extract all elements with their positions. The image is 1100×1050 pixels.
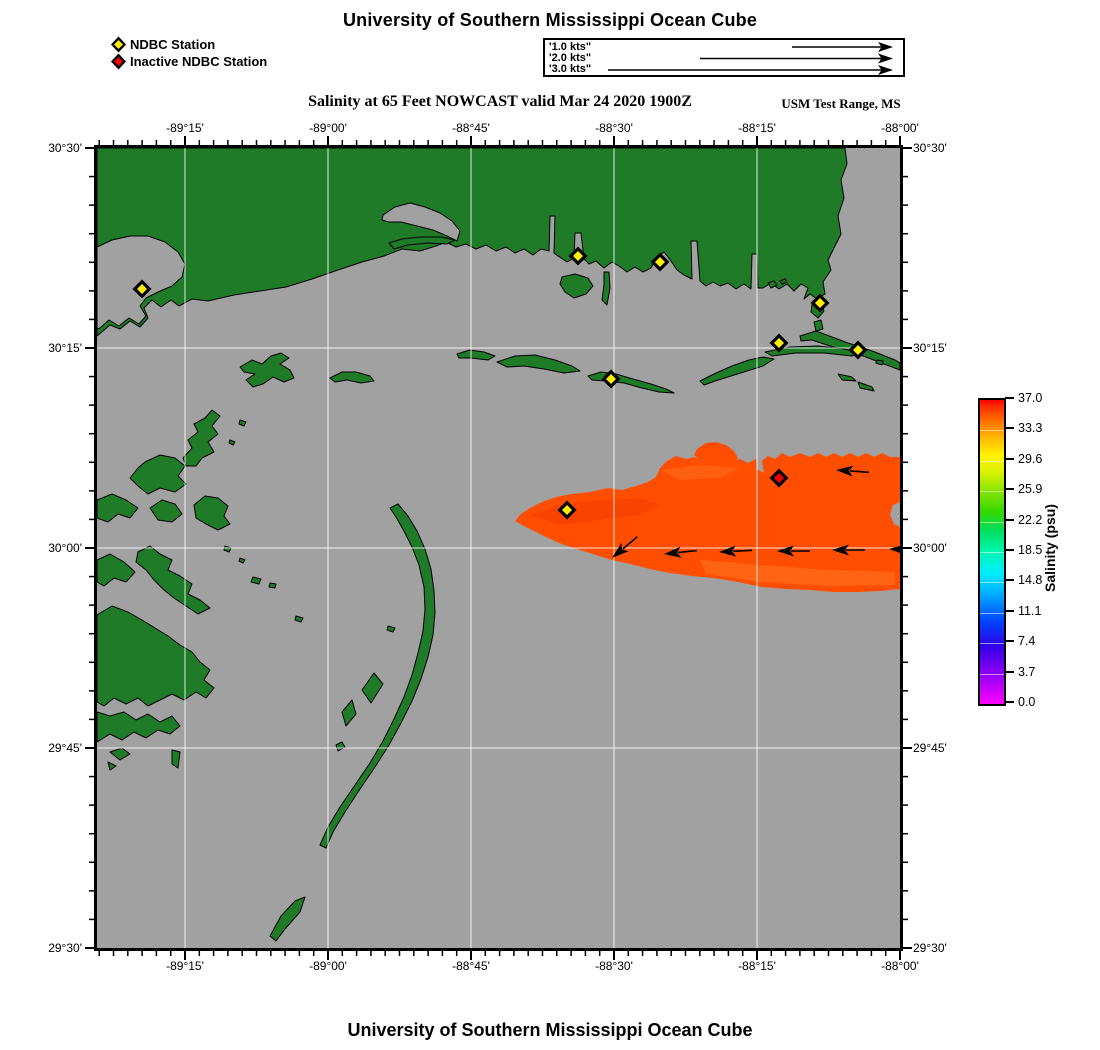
plot-subtitle: Salinity at 65 Feet NOWCAST valid Mar 24… [308, 93, 692, 110]
colorbar-tick [1005, 397, 1014, 399]
colorbar-tick [1005, 701, 1014, 703]
colorbar-tick-label: 18.5 [1018, 543, 1043, 557]
ndbc-station-marker[interactable] [650, 252, 670, 272]
colorbar-tick-label: 7.4 [1018, 634, 1036, 649]
graticule [97, 148, 900, 948]
y-axis-label-right: 29°30' [913, 941, 947, 955]
colorbar-separator [980, 612, 1004, 614]
colorbar-tick-label: 37.0 [1018, 391, 1043, 405]
legend-item-active: NDBC Station [110, 36, 267, 53]
current-arrow [777, 545, 810, 557]
y-axis-label-right: 29°45' [913, 741, 947, 755]
colorbar-tick-label: 29.6 [1018, 451, 1043, 466]
x-axis-label-bottom: -88°45' [452, 959, 490, 973]
current-arrow [664, 546, 697, 558]
ndbc-station-marker[interactable] [132, 279, 152, 299]
station-markers [132, 246, 868, 520]
page-title: University of Southern Mississippi Ocean… [342, 10, 758, 30]
x-axis-label-bottom: -88°00' [881, 959, 919, 973]
current-arrow [612, 536, 638, 558]
mainland-coast [97, 148, 848, 337]
scale-arrows [608, 42, 893, 75]
scale-row-label: '3.0 kts" [549, 63, 592, 75]
ndbc-station-marker[interactable] [848, 340, 868, 360]
colorbar-separator [980, 491, 1004, 493]
legend-item-label: Inactive NDBC Station [130, 54, 268, 69]
inactive-ndbc-station-marker[interactable] [769, 468, 789, 488]
current-arrows [612, 465, 900, 558]
map-frame [94, 145, 903, 951]
ndbc-station-marker[interactable] [769, 333, 789, 353]
x-axis-label-bottom: -89°15' [166, 959, 204, 973]
colorbar-title: Salinity (psu) [1042, 504, 1058, 592]
colorbar-tick [1005, 488, 1014, 491]
colorbar-separator [980, 673, 1004, 675]
y-axis-label-left: 30°30' [48, 141, 82, 155]
map-canvas[interactable] [97, 148, 900, 948]
velocity-scale-box: '1.0 kts" '2.0 kts" '3.0 kts" [543, 38, 905, 77]
colorbar-tick-label: 11.1 [1018, 603, 1042, 618]
colorbar-separator [980, 552, 1004, 553]
colorbar-tick-label: 0.0 [1018, 695, 1036, 709]
x-axis-label-top: -88°30' [595, 121, 633, 135]
colorbar-tick-label: 25.9 [1018, 482, 1043, 497]
colorbar-tick [1005, 579, 1014, 582]
back-bay [381, 202, 461, 242]
y-axis-label-left: 29°45' [48, 741, 82, 755]
colorbar-tick-label: 14.8 [1018, 573, 1043, 588]
footer-title: University of Southern Mississippi Ocean… [347, 1020, 753, 1040]
x-axis-label-bottom: -89°00' [309, 959, 347, 973]
x-axis-label-top: -88°15' [738, 121, 776, 135]
y-axis-label-right: 30°15' [913, 341, 947, 355]
scale-row-label: '2.0 kts" [549, 52, 592, 64]
colorbar-tick-label: 3.7 [1018, 664, 1036, 679]
y-axis-label-right: 30°00' [913, 541, 947, 555]
colorbar-separator [980, 430, 1004, 432]
y-axis-label-left: 30°00' [48, 541, 82, 555]
inactive-station-diamond-icon [111, 53, 126, 70]
region-label: USM Test Range, MS [781, 96, 901, 111]
current-arrow [832, 544, 865, 556]
current-arrow [889, 544, 900, 556]
active-station-diamond-icon [111, 36, 126, 53]
x-axis-label-bottom: -88°30' [595, 959, 633, 973]
colorbar-separator [980, 460, 1004, 462]
x-axis-label-bottom: -88°15' [738, 959, 776, 973]
colorbar-tick-label: 22.2 [1018, 512, 1043, 527]
ndbc-station-marker[interactable] [568, 246, 588, 266]
y-axis-label-left: 29°30' [48, 941, 82, 955]
legend-item-inactive: Inactive NDBC Station [110, 53, 267, 70]
x-axis-label-top: -89°15' [166, 121, 204, 135]
x-axis-label-top: -88°00' [881, 121, 919, 135]
colorbar-tick-label: 33.3 [1018, 421, 1043, 436]
y-axis-label-left: 30°15' [48, 341, 82, 355]
colorbar-tick [1005, 518, 1014, 521]
scale-row-label: '1.0 kts" [549, 41, 592, 53]
current-arrow [836, 465, 869, 477]
salinity-plume [515, 442, 900, 592]
colorbar-tick [1005, 427, 1014, 430]
ndbc-station-marker[interactable] [557, 500, 577, 520]
colorbar-tick [1005, 549, 1014, 551]
colorbar [978, 398, 1006, 706]
y-axis-label-right: 30°30' [913, 141, 947, 155]
colorbar-tick [1005, 609, 1014, 612]
colorbar-separator [980, 521, 1004, 523]
colorbar-tick [1005, 640, 1014, 643]
x-axis-label-top: -89°00' [309, 121, 347, 135]
colorbar-separator [980, 582, 1004, 584]
x-axis-label-top: -88°45' [452, 121, 490, 135]
current-arrow [719, 545, 752, 557]
colorbar-tick [1005, 670, 1014, 673]
station-legend: NDBC Station Inactive NDBC Station [110, 36, 267, 70]
ndbc-station-marker[interactable] [810, 293, 830, 313]
colorbar-separator [980, 643, 1004, 645]
ndbc-station-marker[interactable] [601, 369, 621, 389]
legend-item-label: NDBC Station [130, 37, 216, 52]
colorbar-tick [1005, 457, 1014, 460]
